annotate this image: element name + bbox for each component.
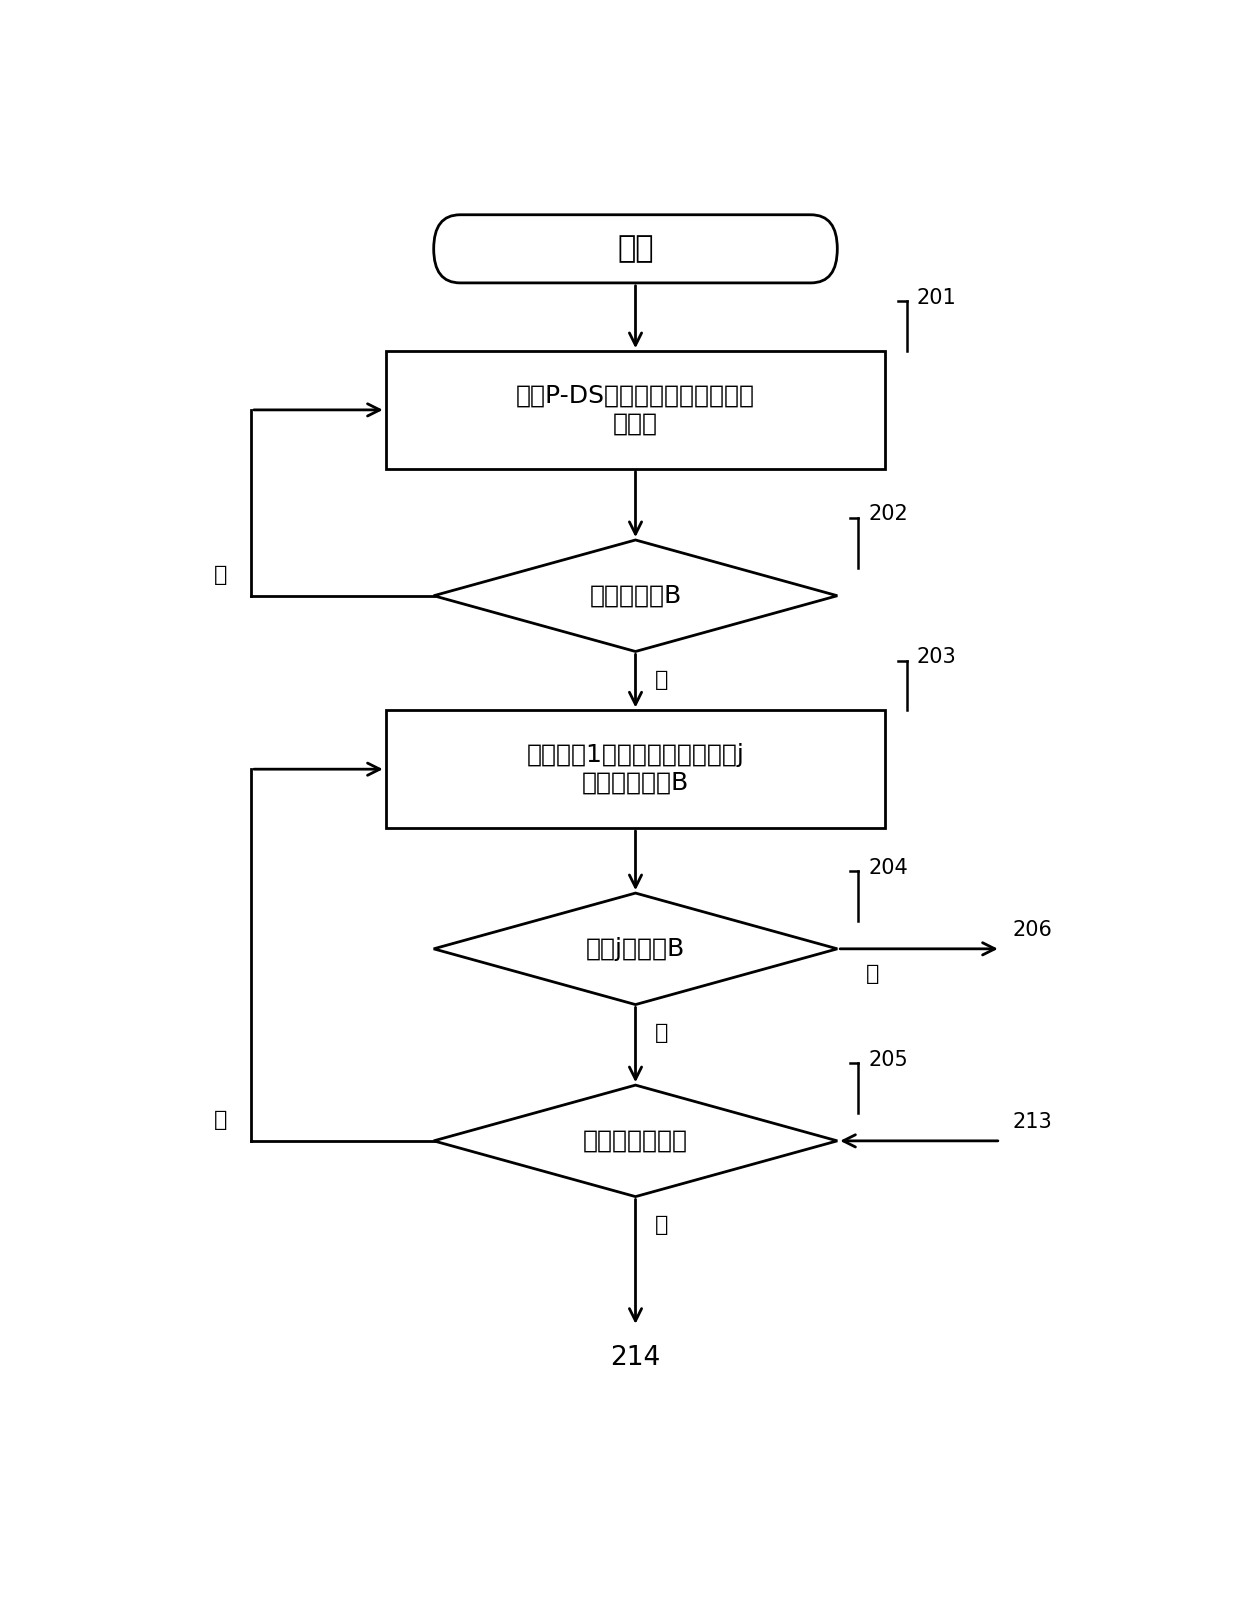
Bar: [386, 710, 885, 829]
Text: 邻居j状态为B: 邻居j状态为B: [585, 936, 686, 961]
Polygon shape: [434, 541, 837, 652]
Text: 否: 否: [213, 565, 227, 584]
Text: 是: 是: [655, 1215, 668, 1236]
Text: 自身状态为B: 自身状态为B: [589, 584, 682, 608]
Text: 开始: 开始: [618, 235, 653, 264]
Text: 203: 203: [916, 647, 956, 668]
Text: 204: 204: [868, 858, 908, 877]
Text: 206: 206: [1012, 920, 1052, 940]
Bar: [386, 351, 885, 468]
FancyBboxPatch shape: [434, 214, 837, 283]
Text: 执行P-DS算法，并周期性监控状
态变化: 执行P-DS算法，并周期性监控状 态变化: [516, 385, 755, 436]
Polygon shape: [434, 893, 837, 1004]
Text: 214: 214: [610, 1345, 661, 1371]
Text: 213: 213: [1012, 1112, 1052, 1133]
Text: 202: 202: [868, 505, 908, 525]
Polygon shape: [434, 1084, 837, 1197]
Text: 205: 205: [868, 1049, 908, 1070]
Text: 否: 否: [866, 964, 879, 983]
Text: 是: 是: [655, 1023, 668, 1043]
Text: 201: 201: [916, 288, 956, 307]
Text: 遍历查询1跳邻居列表中的节点j
的状态是否为B: 遍历查询1跳邻居列表中的节点j 的状态是否为B: [527, 743, 744, 795]
Text: 否: 否: [213, 1110, 227, 1130]
Text: 遍历了所有邻居: 遍历了所有邻居: [583, 1130, 688, 1154]
Text: 是: 是: [655, 671, 668, 690]
